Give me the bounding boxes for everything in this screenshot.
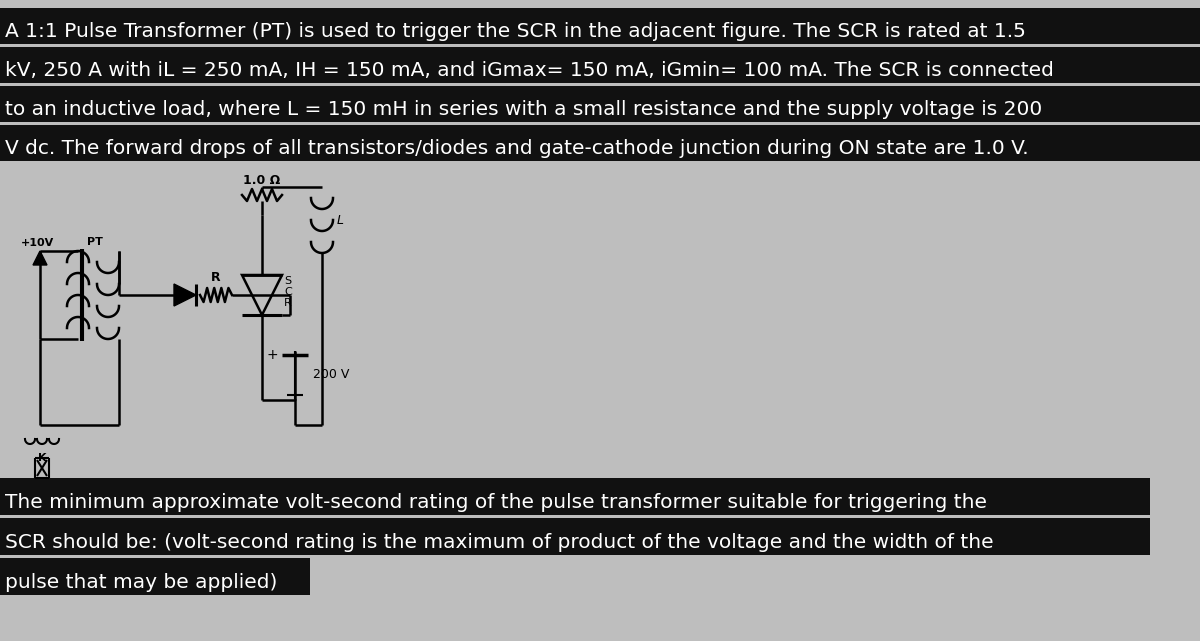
Text: to an inductive load, where L = 150 mH in series with a small resistance and the: to an inductive load, where L = 150 mH i…	[5, 100, 1043, 119]
Text: +: +	[266, 348, 278, 362]
Polygon shape	[34, 251, 47, 265]
Bar	[0, 86, 1200, 122]
Text: S: S	[284, 276, 292, 286]
Text: R: R	[284, 298, 292, 308]
Text: +10V: +10V	[22, 238, 55, 248]
Text: 200 V: 200 V	[313, 369, 349, 381]
Text: The minimum approximate volt-second rating of the pulse transformer suitable for: The minimum approximate volt-second rati…	[5, 493, 986, 512]
Bar	[0, 558, 310, 595]
Bar	[0, 8, 1200, 44]
Text: L: L	[337, 213, 344, 226]
Text: V dc. The forward drops of all transistors/diodes and gate-cathode junction duri: V dc. The forward drops of all transisto…	[5, 139, 1028, 158]
Bar	[0, 125, 1200, 161]
Text: K: K	[37, 453, 47, 463]
Text: kV, 250 A with iL = 250 mA, IH = 150 mA, and iGmax= 150 mA, iGmin= 100 mA. The S: kV, 250 A with iL = 250 mA, IH = 150 mA,…	[5, 61, 1054, 80]
Bar	[0, 518, 1150, 555]
Polygon shape	[174, 284, 196, 306]
Text: pulse that may be applied): pulse that may be applied)	[5, 573, 277, 592]
Text: SCR should be: (volt-second rating is the maximum of product of the voltage and : SCR should be: (volt-second rating is th…	[5, 533, 994, 552]
Text: C: C	[284, 287, 292, 297]
Text: PT: PT	[88, 237, 103, 247]
Text: A 1:1 Pulse Transformer (PT) is used to trigger the SCR in the adjacent figure. : A 1:1 Pulse Transformer (PT) is used to …	[5, 22, 1026, 41]
Text: R: R	[211, 271, 221, 284]
Bar	[0, 47, 1200, 83]
Bar	[0, 478, 1150, 515]
Text: 1.0 Ω: 1.0 Ω	[244, 174, 281, 187]
